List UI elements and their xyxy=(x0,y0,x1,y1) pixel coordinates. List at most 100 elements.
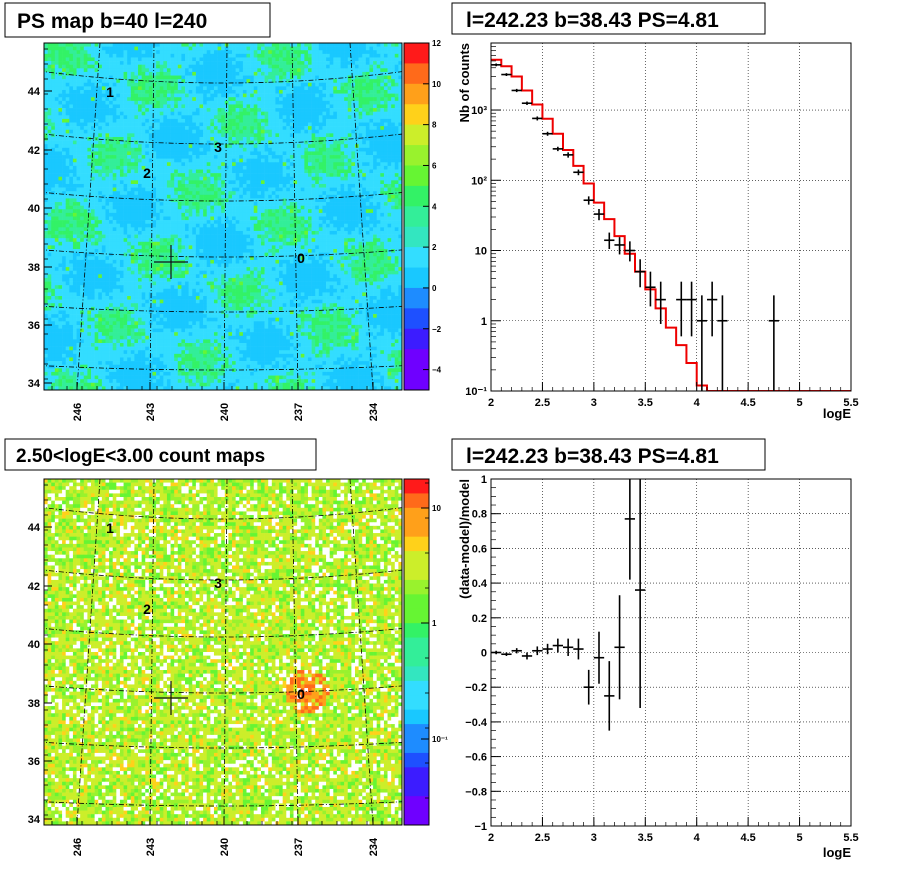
y-tick-label: 10² xyxy=(471,175,487,187)
map-latitude-line xyxy=(44,507,402,520)
residual-point xyxy=(521,652,533,660)
data-point xyxy=(563,152,574,158)
map-longitude-line xyxy=(291,43,299,390)
map-longitude-line xyxy=(76,43,101,390)
colorbar-tick-label: 12 xyxy=(432,39,441,48)
x-tick-label: 237 xyxy=(293,403,305,421)
y-tick-label: 0.2 xyxy=(472,613,487,625)
residuals-grid xyxy=(491,479,851,826)
y-tick-label: 0 xyxy=(481,648,487,660)
map-longitude-line xyxy=(349,479,374,825)
x-tick-label: 243 xyxy=(145,403,157,421)
y-tick-label: 38 xyxy=(28,698,40,710)
colorbar-tick-label: 2 xyxy=(432,243,437,252)
residual-point xyxy=(573,638,584,660)
colorbar-cell xyxy=(404,83,429,105)
spectrum-model-series xyxy=(491,58,851,391)
x-tick-label: 3.5 xyxy=(638,832,653,844)
colorbar-cell xyxy=(404,724,429,739)
spectrum-ylabel: Nb of counts xyxy=(457,43,472,122)
map-longitude-line xyxy=(149,43,155,390)
colorbar-tick-label: −4 xyxy=(432,366,442,375)
source-label: 0 xyxy=(297,250,305,266)
data-point xyxy=(573,169,584,176)
x-tick-label: 5.5 xyxy=(843,397,858,409)
x-tick-label: 234 xyxy=(368,402,380,421)
x-tick-label: 5 xyxy=(797,397,803,409)
count-map-title: 2.50<logE<3.00 count maps xyxy=(16,446,265,467)
residual-point xyxy=(532,646,543,656)
x-tick-label: 240 xyxy=(219,838,231,856)
x-tick-label: 2.5 xyxy=(535,397,550,409)
map-latitude-line xyxy=(44,305,402,313)
residuals-title: l=242.23 b=38.43 PS=4.81 xyxy=(466,445,719,468)
spectrum-x-ticks: 2 2.5 3 3.5 4 4.5 5 5.5 xyxy=(488,382,859,409)
residual-point xyxy=(563,638,574,656)
map-latitude-line xyxy=(44,71,402,84)
colorbar-cell xyxy=(404,124,429,146)
source-label: 2 xyxy=(143,601,151,617)
residual-point xyxy=(635,479,646,709)
data-point xyxy=(583,196,594,205)
data-point xyxy=(521,101,533,105)
count-map-cells xyxy=(44,479,402,825)
x-tick-label: 4.5 xyxy=(740,832,755,844)
count-map-frame xyxy=(43,478,403,826)
colorbar-cell xyxy=(404,479,429,494)
x-tick-label: 4 xyxy=(694,397,701,409)
colorbar-cell xyxy=(404,565,429,581)
ps-map-sources: 1 3 2 0 xyxy=(106,84,305,279)
colorbar-tick-label: 6 xyxy=(432,161,437,170)
colorbar-tick-label: 0 xyxy=(432,284,437,293)
data-point xyxy=(511,88,522,93)
residual-point xyxy=(542,643,553,655)
model-step-line xyxy=(491,58,851,391)
data-point xyxy=(635,259,646,288)
y-tick-label: 1 xyxy=(481,316,487,328)
colorbar-cell xyxy=(404,709,429,725)
colorbar-cell xyxy=(404,666,429,682)
y-tick-label: 0.4 xyxy=(472,578,488,590)
y-tick-label: −0.8 xyxy=(465,786,487,798)
colorbar-tick-label: 8 xyxy=(432,121,437,130)
ps-map-frame xyxy=(43,42,403,391)
colorbar-tick-label: 10⁻¹ xyxy=(432,735,448,744)
colorbar-frame xyxy=(403,42,430,391)
data-point xyxy=(768,295,779,391)
x-tick-label: 3 xyxy=(591,832,597,844)
colorbar-cell xyxy=(404,267,429,289)
residual-point xyxy=(604,661,615,731)
map-longitude-line xyxy=(349,43,374,390)
residuals-y-ticks: 1 0.8 0.6 0.4 0.2 0 −0.2 −0.4 −0.6 −0.8 −1 xyxy=(465,474,501,833)
y-tick-label: 0.8 xyxy=(472,509,487,521)
residual-point xyxy=(593,631,605,684)
count-map-title-box xyxy=(4,438,317,471)
x-tick-label: 5.5 xyxy=(843,832,858,844)
data-point xyxy=(676,281,687,337)
x-tick-label: 4.5 xyxy=(740,397,755,409)
data-point xyxy=(552,146,563,152)
spectrum-title-box xyxy=(451,2,766,35)
colorbar-cell xyxy=(404,752,429,768)
y-tick-label: −1 xyxy=(474,821,487,833)
data-point xyxy=(542,131,553,136)
colorbar-cell xyxy=(404,652,429,667)
colorbar-cell xyxy=(404,226,429,248)
map-latitude-line xyxy=(44,801,402,807)
residual-point xyxy=(552,638,563,653)
colorbar-cell xyxy=(404,594,429,610)
map-latitude-line xyxy=(39,861,407,864)
y-tick-label: 10⁻¹ xyxy=(465,386,487,398)
count-map-y-ticks: 44 42 40 38 36 34 xyxy=(28,484,52,826)
target-marker xyxy=(154,245,188,279)
y-tick-label: 10³ xyxy=(471,105,487,117)
source-label: 1 xyxy=(106,84,114,100)
residuals-ylabel: (data-model)/model xyxy=(457,479,472,599)
map-latitude-line xyxy=(44,365,402,371)
ps-map-coord-grid xyxy=(44,43,402,390)
x-tick-label: 240 xyxy=(219,403,231,421)
colorbar-cell xyxy=(404,104,429,126)
target-marker xyxy=(154,681,188,715)
ps-map-x-ticks: 246 243 240 237 234 xyxy=(51,382,398,421)
y-tick-label: −0.6 xyxy=(465,752,487,764)
